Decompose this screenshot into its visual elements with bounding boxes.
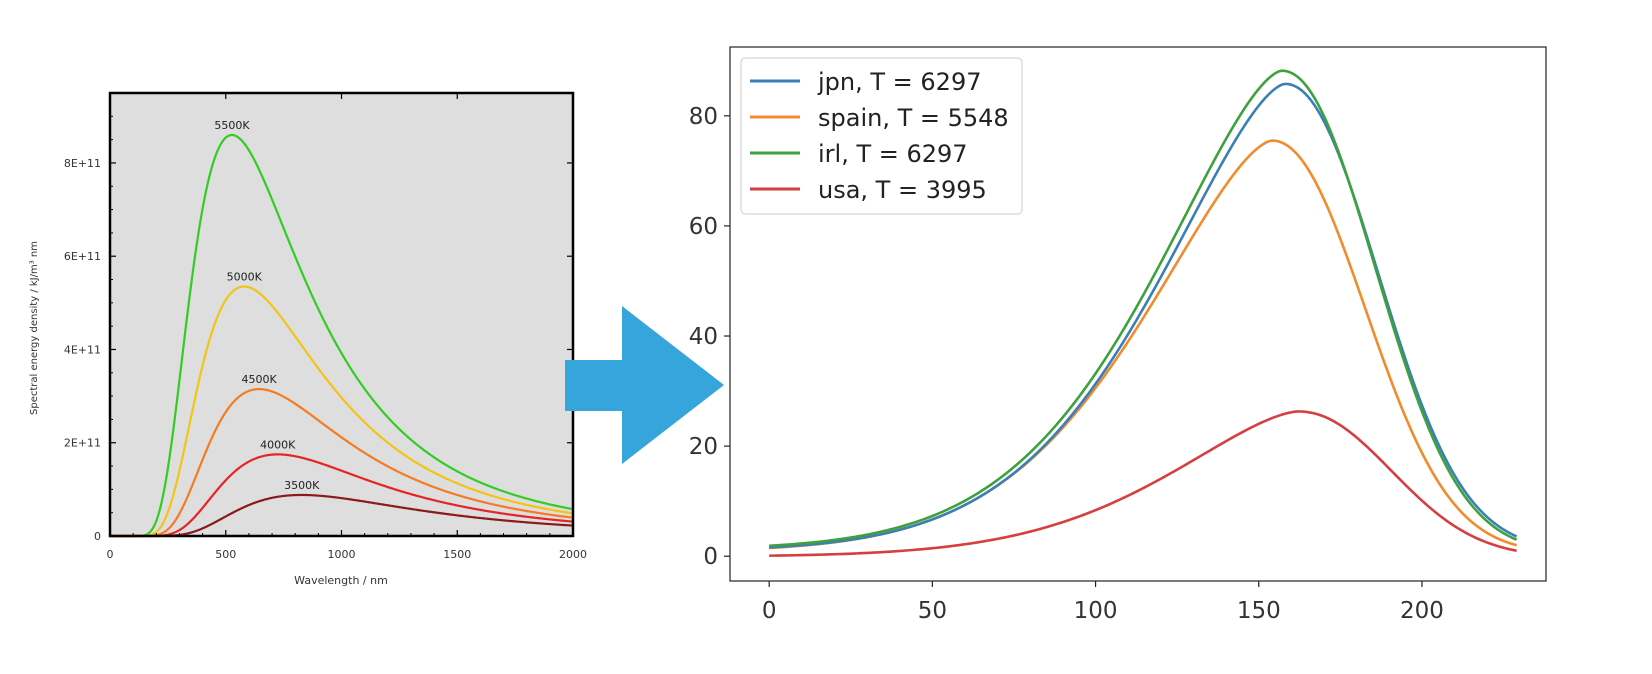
legend: jpn, T = 6297 spain, T = 5548 irl, T = 6… xyxy=(740,57,1023,215)
right-x-tick-label: 100 xyxy=(1074,598,1118,624)
legend-box xyxy=(740,57,1023,215)
left-series-label-3500K: 3500K xyxy=(284,479,320,492)
right-y-tick-label: 80 xyxy=(689,104,718,130)
left-y-tick-label: 6E+11 xyxy=(64,250,101,263)
left-series-label-5500K: 5500K xyxy=(214,119,250,132)
right-x-tick-label: 200 xyxy=(1400,598,1444,624)
right-y-tick-label: 40 xyxy=(689,324,718,350)
right-x-tick-label: 50 xyxy=(918,598,947,624)
left-plot-frame xyxy=(108,91,575,538)
legend-label-jpn: jpn, T = 6297 xyxy=(817,68,981,96)
left-ticks-group: 0 500 1000 1500 2000 0 2E+11 4E+11 6E+11 8E+11 xyxy=(64,93,587,561)
left-x-tick-label: 1000 xyxy=(328,548,356,561)
left-series-line-4500K xyxy=(110,388,573,538)
left-x-tick-label: 2000 xyxy=(559,548,587,561)
right-arrow-icon xyxy=(565,306,724,464)
left-chart: 5500K 5000K 4500K 4000K 3500K 0 500 1000 1500 20… xyxy=(29,91,587,587)
right-chart: 0 50 100 150 200 0 20 40 60 80 jpn, T = 6297 spai… xyxy=(689,46,1547,624)
left-y-tick-label: 8E+11 xyxy=(64,157,101,170)
legend-label-spain: spain, T = 5548 xyxy=(818,104,1009,132)
left-x-tick-label: 1500 xyxy=(443,548,471,561)
right-ticks-group: 0 50 100 150 200 0 20 40 60 80 xyxy=(689,104,1444,624)
left-series-label-4000K: 4000K xyxy=(260,438,296,451)
legend-label-usa: usa, T = 3995 xyxy=(818,176,987,204)
left-series-line-3500K xyxy=(110,493,573,538)
left-series-line-4000K xyxy=(110,453,573,538)
right-x-tick-label: 150 xyxy=(1237,598,1281,624)
right-plot-frame xyxy=(729,46,1547,582)
left-y-axis-label: Spectral energy density / kJ/m³ nm xyxy=(29,241,40,415)
left-series-line-5500K xyxy=(110,133,573,538)
right-series-line-jpn xyxy=(769,82,1518,549)
right-y-tick-label: 0 xyxy=(703,544,718,570)
left-x-tick-label: 0 xyxy=(107,548,114,561)
left-y-tick-label: 4E+11 xyxy=(64,343,101,356)
left-series-label-5000K: 5000K xyxy=(227,271,263,284)
left-y-tick-label: 0 xyxy=(94,530,101,543)
right-x-tick-label: 0 xyxy=(762,598,777,624)
right-y-tick-label: 60 xyxy=(689,214,718,240)
left-y-tick-label: 2E+11 xyxy=(64,437,101,450)
left-series-label-4500K: 4500K xyxy=(241,373,277,386)
legend-label-irl: irl, T = 6297 xyxy=(818,140,968,168)
left-series-group: 5500K 5000K 4500K 4000K 3500K xyxy=(110,119,573,538)
right-y-tick-label: 20 xyxy=(689,434,718,460)
right-series-line-irl xyxy=(769,69,1518,548)
right-series-line-usa xyxy=(769,410,1517,557)
left-series-line-5000K xyxy=(110,285,573,538)
left-x-tick-label: 500 xyxy=(215,548,236,561)
left-x-axis-label: Wavelength / nm xyxy=(294,574,388,587)
right-series-group xyxy=(769,69,1518,557)
